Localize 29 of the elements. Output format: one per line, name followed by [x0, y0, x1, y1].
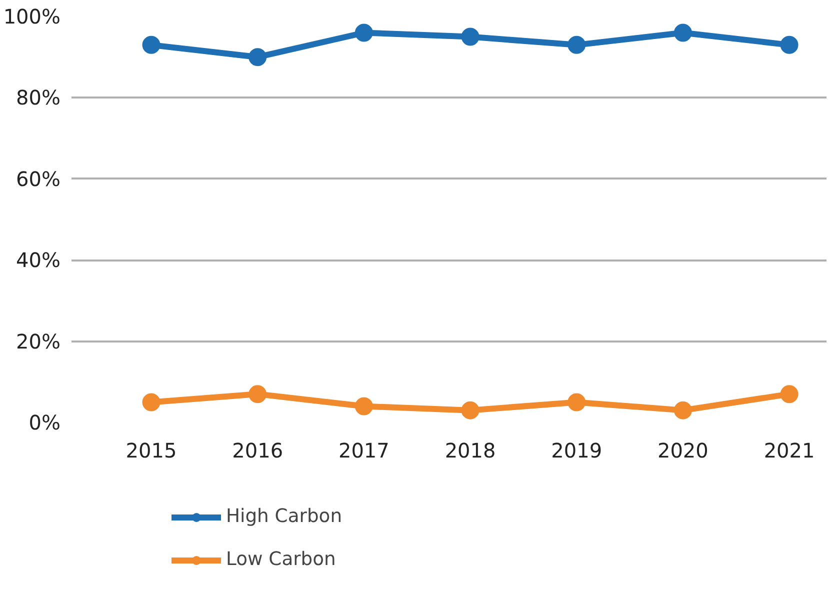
- point: [568, 36, 586, 54]
- point: [354, 24, 373, 42]
- point: [780, 36, 798, 54]
- point: [142, 36, 160, 54]
- legend-label: Low Carbon: [226, 549, 336, 570]
- point: [461, 401, 480, 420]
- y-tick-label: 80%: [16, 86, 60, 110]
- point: [674, 401, 692, 420]
- y-tick-label: 0%: [28, 410, 61, 434]
- y-tick-label: 100%: [3, 4, 61, 28]
- point: [461, 28, 480, 46]
- x-tick-label: 2015: [126, 438, 177, 462]
- point: [568, 393, 586, 412]
- point: [674, 24, 692, 42]
- point: [780, 385, 798, 404]
- x-tick-label: 2018: [444, 438, 496, 462]
- y-tick-label: 60%: [16, 166, 60, 191]
- legend-label: High Carbon: [226, 506, 342, 527]
- point: [354, 397, 373, 416]
- y-tick-label: 20%: [16, 329, 60, 354]
- y-tick-label: 40%: [16, 248, 60, 272]
- x-tick-label: 2016: [232, 438, 284, 462]
- x-tick-label: 2021: [764, 438, 815, 462]
- point: [142, 393, 160, 412]
- point: [248, 48, 267, 66]
- x-tick-label: 2019: [551, 438, 602, 462]
- point: [248, 385, 267, 404]
- x-tick-label: 2017: [338, 438, 390, 462]
- x-tick-label: 2020: [657, 438, 708, 462]
